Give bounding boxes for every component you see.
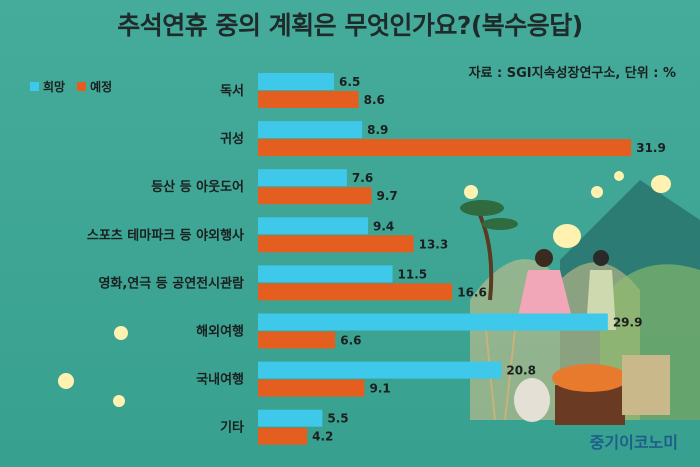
lantern-icon bbox=[113, 395, 125, 407]
data-label: 20.8 bbox=[506, 364, 536, 378]
tree-trunk bbox=[478, 214, 494, 301]
fruit-plate bbox=[552, 364, 628, 392]
person-head bbox=[593, 250, 609, 266]
bar-hope bbox=[258, 265, 393, 283]
bar-plan bbox=[258, 139, 632, 157]
lantern-icon bbox=[591, 186, 603, 198]
page-title: 추석연휴 중의 계획은 무엇인가요?(복수응답) bbox=[117, 11, 583, 40]
data-label: 9.1 bbox=[369, 382, 390, 396]
bar-hope bbox=[258, 73, 335, 90]
data-label: 11.5 bbox=[398, 267, 428, 281]
lantern-icon bbox=[58, 373, 74, 389]
lantern-icon bbox=[114, 326, 128, 340]
bar-plan bbox=[258, 427, 308, 445]
data-label: 13.3 bbox=[419, 237, 449, 251]
bar-hope bbox=[258, 169, 347, 187]
gift-box bbox=[622, 355, 670, 415]
data-label: 5.5 bbox=[327, 412, 348, 426]
data-label: 6.5 bbox=[339, 75, 360, 89]
bar-hope bbox=[258, 409, 323, 427]
data-label: 29.9 bbox=[613, 316, 643, 330]
brand-logo: 중기이코노미 bbox=[589, 433, 678, 452]
bar-hope bbox=[258, 217, 368, 235]
source-note: 자료 : SGI지속성장연구소, 단위 : % bbox=[468, 66, 676, 81]
lantern-icon bbox=[651, 175, 671, 193]
bar-plan bbox=[258, 235, 414, 253]
category-label: 기타 bbox=[220, 420, 244, 436]
category-label: 국내여행 bbox=[196, 372, 244, 388]
legend-swatch-hope bbox=[30, 82, 39, 91]
data-label: 16.6 bbox=[457, 285, 487, 299]
lantern-icon bbox=[553, 224, 581, 248]
data-label: 6.6 bbox=[340, 334, 361, 348]
data-label: 7.6 bbox=[352, 171, 373, 185]
category-label: 스포츠 테마파크 등 야외행사 bbox=[87, 227, 244, 243]
data-label: 9.4 bbox=[373, 219, 394, 233]
category-label: 해외여행 bbox=[196, 324, 244, 340]
bar-plan bbox=[258, 91, 359, 108]
bar-plan bbox=[258, 187, 372, 205]
legend-label-plan: 예정 bbox=[90, 80, 113, 94]
legend-item-plan: 예정 bbox=[77, 78, 112, 95]
data-label: 8.6 bbox=[364, 93, 385, 107]
data-label: 31.9 bbox=[636, 141, 666, 155]
bar-hope bbox=[258, 121, 363, 139]
legend: 희망 예정 bbox=[30, 78, 112, 95]
bar-hope bbox=[258, 313, 608, 331]
tree-foliage bbox=[482, 218, 518, 230]
category-label: 독서 bbox=[220, 84, 244, 99]
category-label: 등산 등 아웃도어 bbox=[151, 179, 244, 195]
lantern-icon bbox=[464, 185, 478, 199]
person-head bbox=[535, 249, 553, 267]
data-label: 4.2 bbox=[312, 430, 333, 444]
category-label: 영화,연극 등 공연전시관람 bbox=[98, 275, 244, 291]
tree-foliage bbox=[460, 200, 504, 216]
data-label: 8.9 bbox=[367, 123, 388, 137]
bar-plan bbox=[258, 379, 365, 397]
data-label: 9.7 bbox=[376, 189, 397, 203]
lantern-icon bbox=[614, 171, 624, 181]
legend-label-hope: 희망 bbox=[43, 80, 66, 94]
bar-hope bbox=[258, 361, 502, 379]
bar-plan bbox=[258, 283, 453, 301]
legend-swatch-plan bbox=[77, 82, 87, 91]
vase-shape bbox=[514, 378, 550, 422]
category-label: 귀성 bbox=[220, 131, 244, 147]
legend-item-hope: 희망 bbox=[30, 78, 65, 95]
reed-stem bbox=[504, 329, 516, 421]
bar-plan bbox=[258, 331, 336, 349]
